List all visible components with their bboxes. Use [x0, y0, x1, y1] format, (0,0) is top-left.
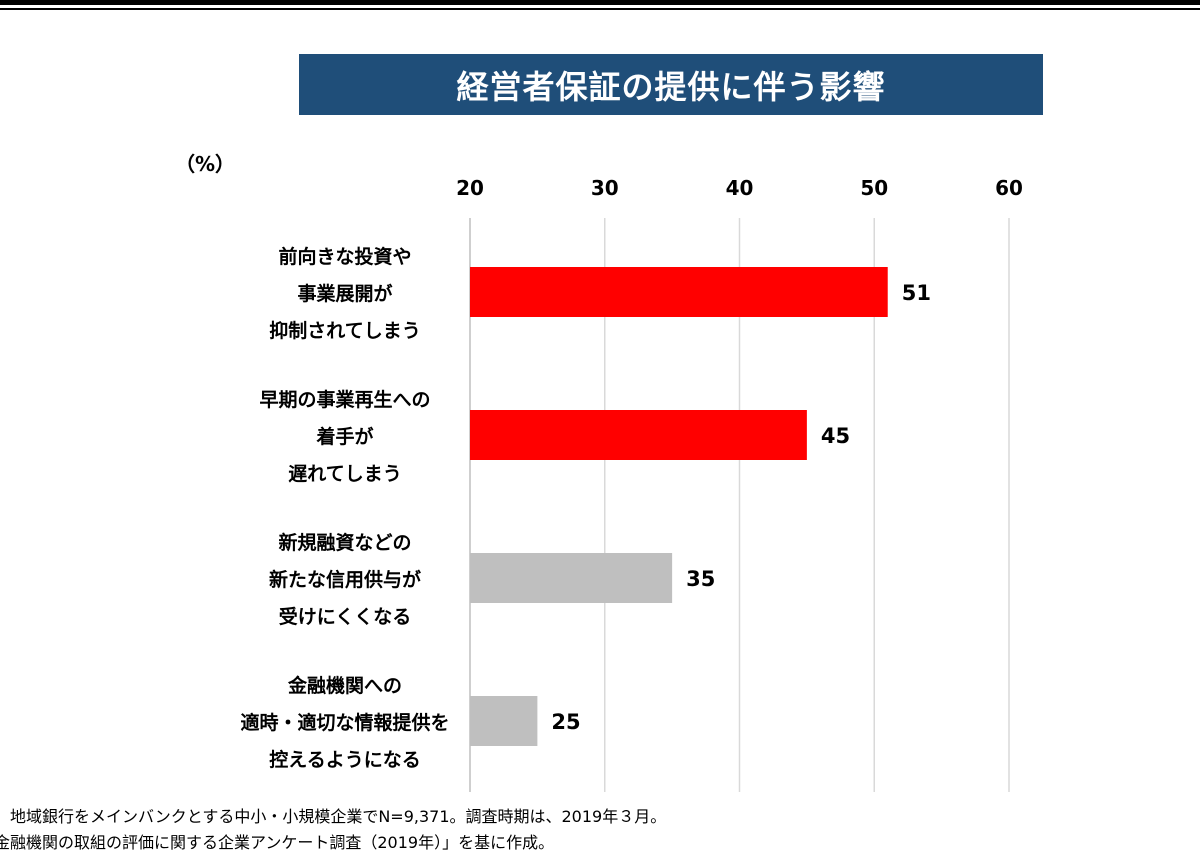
- category-label-1-line-1: 前向きな投資や: [278, 245, 411, 268]
- category-label-2-line-3: 遅れてしまう: [288, 463, 401, 485]
- tick-label-20: 20: [456, 176, 484, 200]
- tick-label-30: 30: [591, 176, 619, 200]
- chart-title: 経営者保証の提供に伴う影響: [299, 54, 1043, 115]
- bar-1: [470, 267, 888, 317]
- value-label-1: 51: [902, 281, 931, 305]
- footnote-1: 、地域銀行をメインバンクとする中小・小規模企業でN=9,371。調査時期は、20…: [0, 807, 667, 826]
- unit-label: （%）: [175, 152, 236, 176]
- value-label-4: 25: [551, 710, 580, 734]
- bar-3: [470, 553, 673, 603]
- category-label-3-line-2: 新たな信用供与が: [269, 568, 421, 591]
- category-label-2-line-2: 着手が: [316, 425, 373, 448]
- category-label-1-line-2: 事業展開が: [297, 282, 392, 305]
- category-label-1-line-3: 抑制されてしまう: [269, 319, 420, 342]
- value-label-3: 35: [686, 567, 715, 591]
- category-label-3-line-1: 新規融資などの: [278, 531, 411, 554]
- category-label-3-line-3: 受けにくくなる: [279, 605, 412, 628]
- tick-label-50: 50: [860, 176, 888, 200]
- bar-4: [470, 696, 538, 746]
- category-label-4-line-2: 適時・適切な情報提供を: [240, 711, 449, 734]
- category-label-2-line-1: 早期の事業再生への: [259, 388, 430, 411]
- category-label-4-line-3: 控えるようになる: [269, 748, 420, 771]
- bar-2: [470, 410, 807, 460]
- category-label-4-line-1: 金融機関への: [287, 674, 402, 697]
- footnote-2: 金融機関の取組の評価に関する企業アンケート調査（2019年）」を基に作成。: [0, 833, 555, 852]
- tick-label-60: 60: [995, 176, 1023, 200]
- tick-label-40: 40: [726, 176, 754, 200]
- value-label-2: 45: [821, 424, 850, 448]
- top-rule: [0, 0, 1200, 10]
